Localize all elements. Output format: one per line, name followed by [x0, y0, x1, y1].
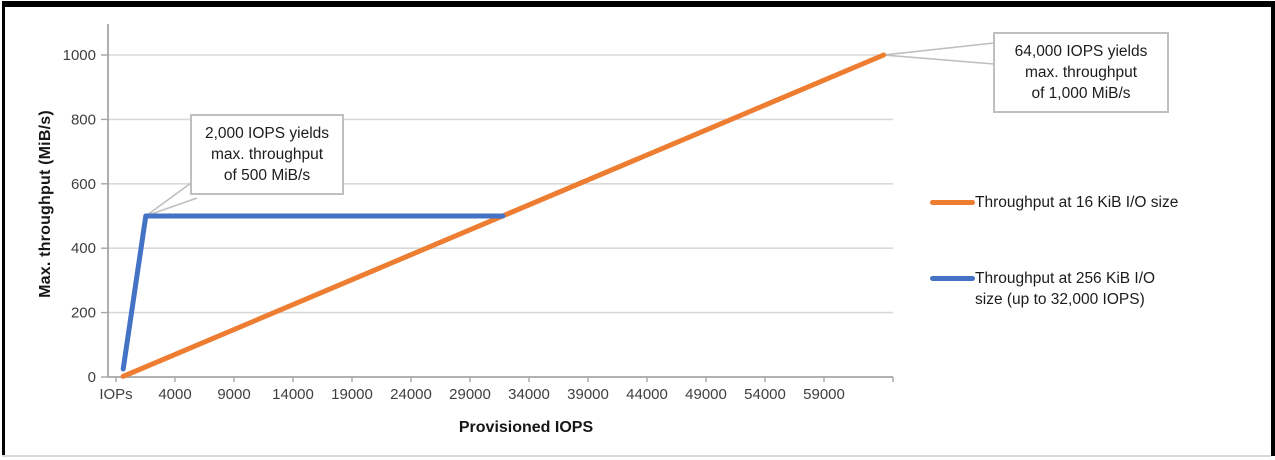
x-tick-label: 4000 [158, 386, 191, 403]
callout-text-line: 2,000 IOPS yields [204, 125, 330, 142]
callout-text-line: 64,000 IOPS yields [1014, 43, 1148, 60]
y-tick-label: 1000 [63, 47, 96, 64]
frame-right-border [1271, 1, 1275, 456]
series-lines [120, 52, 887, 379]
x-tick-label: 19000 [331, 386, 373, 403]
legend-line-swatch-orange-icon [930, 200, 975, 205]
y-axis-title: Max. throughput (MiB/s) [37, 110, 54, 298]
legend-line-swatch-blue-icon [930, 276, 975, 281]
x-tick-label: 44000 [626, 386, 668, 403]
legend-item-16kib: Throughput at 16 KiB I/O size [930, 192, 1178, 213]
callout-text-line: of 1,000 MiB/s [1031, 85, 1131, 102]
legend-label: Throughput at 16 KiB I/O size [975, 194, 1179, 211]
x-axis-title: Provisioned IOPS [458, 419, 594, 436]
x-tick-label: 59000 [803, 386, 845, 403]
series-line [120, 213, 506, 372]
legend-label-line: size (up to 32,000 IOPS) [975, 291, 1145, 308]
x-tick-label: IOPs [99, 386, 132, 403]
y-tick-label: 400 [71, 240, 96, 257]
annotation-callout-64000-iops: 64,000 IOPS yields max. throughput of 1,… [993, 32, 1169, 113]
x-tick-label: 14000 [272, 386, 314, 403]
x-tick-label: 39000 [567, 386, 609, 403]
y-tick-label: 800 [71, 111, 96, 128]
x-tick-label: 9000 [217, 386, 250, 403]
axes [107, 24, 893, 378]
callout-text-line: max. throughput [1024, 64, 1137, 81]
x-tick-label: 29000 [449, 386, 491, 403]
frame-left-border [2, 1, 5, 456]
legend-item-256kib: Throughput at 256 KiB I/O size (up to 32… [930, 268, 1155, 310]
y-tick-label: 0 [88, 369, 96, 386]
x-tick-label: 34000 [508, 386, 550, 403]
callout-leader-line [145, 197, 198, 217]
x-tick-label: 49000 [685, 386, 727, 403]
annotation-callout-2000-iops: 2,000 IOPS yields max. throughput of 500… [190, 114, 344, 195]
frame-bottom-border [2, 455, 1271, 457]
y-tick-label: 600 [71, 176, 96, 193]
x-tick-label: 54000 [744, 386, 786, 403]
tick-marks-and-labels: 0 200 400 600 800 1000 IOPs 4000 9000 14000 19000 2… [63, 47, 894, 403]
callout-leader-line [145, 182, 192, 217]
frame-top-border [2, 1, 1275, 7]
callout-leader-lines [145, 42, 995, 217]
callout-text-line: of 500 MiB/s [223, 167, 311, 184]
legend-label-line: Throughput at 256 KiB I/O [975, 270, 1156, 287]
callout-text-line: max. throughput [210, 146, 323, 163]
x-tick-label: 24000 [390, 386, 432, 403]
callout-leader-line [883, 42, 995, 56]
callout-leader-line [883, 54, 995, 65]
y-tick-label: 200 [71, 305, 96, 322]
